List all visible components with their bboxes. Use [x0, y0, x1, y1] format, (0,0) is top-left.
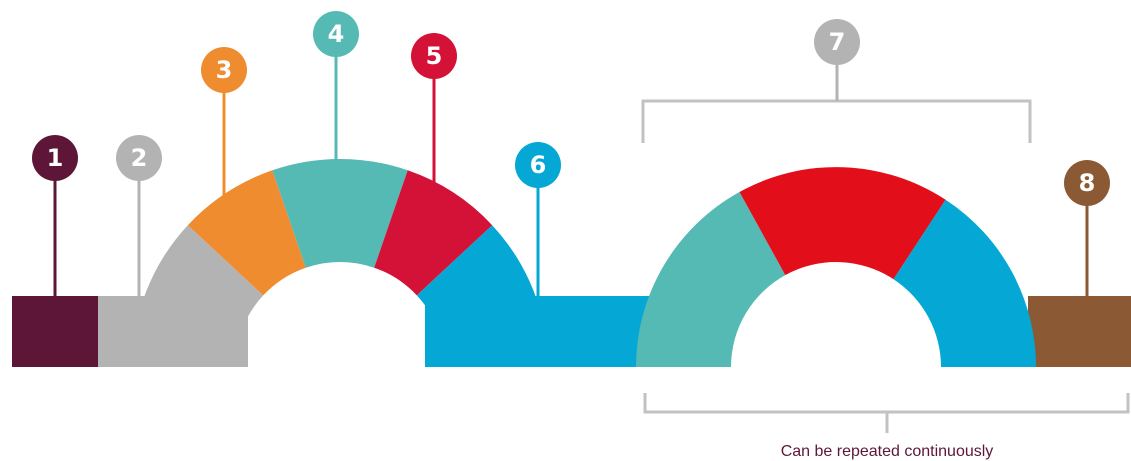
marker-1-label: 1	[47, 144, 64, 172]
arch-2-red-sector	[739, 167, 946, 280]
marker-4-label: 4	[328, 20, 345, 48]
marker-2-pin: 2	[116, 135, 162, 296]
marker-7-label: 7	[829, 28, 846, 56]
arch-1-cyan-sector	[416, 225, 548, 367]
marker-1-pin: 1	[32, 135, 78, 296]
marker-6-label: 6	[530, 151, 547, 179]
marker-2-label: 2	[131, 144, 148, 172]
marker-5-label: 5	[426, 42, 443, 70]
marker-8-label: 8	[1079, 169, 1096, 197]
arch-1-gray-sector	[132, 225, 264, 367]
arch-1-orange-sector	[187, 170, 306, 296]
marker-3-pin: 3	[201, 47, 247, 200]
repeat-caption: Can be repeated continuously	[781, 443, 994, 460]
bottom-bracket	[643, 393, 1130, 433]
arch-2-cyan-sector	[893, 199, 1036, 367]
marker-7-pin: 7	[814, 19, 860, 101]
arch-1-crimson-sector	[374, 170, 493, 296]
segment-8-brown	[1028, 296, 1131, 367]
top-bracket	[641, 99, 1032, 143]
arch-1-teal-sector	[272, 158, 408, 268]
segment-1-plum	[12, 296, 98, 367]
marker-3-label: 3	[216, 56, 233, 84]
marker-4-pin: 4	[313, 11, 359, 165]
arch-2-teal-sector	[636, 192, 786, 367]
marker-5-pin: 5	[411, 33, 457, 190]
marker-6-pin: 6	[515, 142, 561, 296]
marker-8-pin: 8	[1064, 160, 1110, 296]
